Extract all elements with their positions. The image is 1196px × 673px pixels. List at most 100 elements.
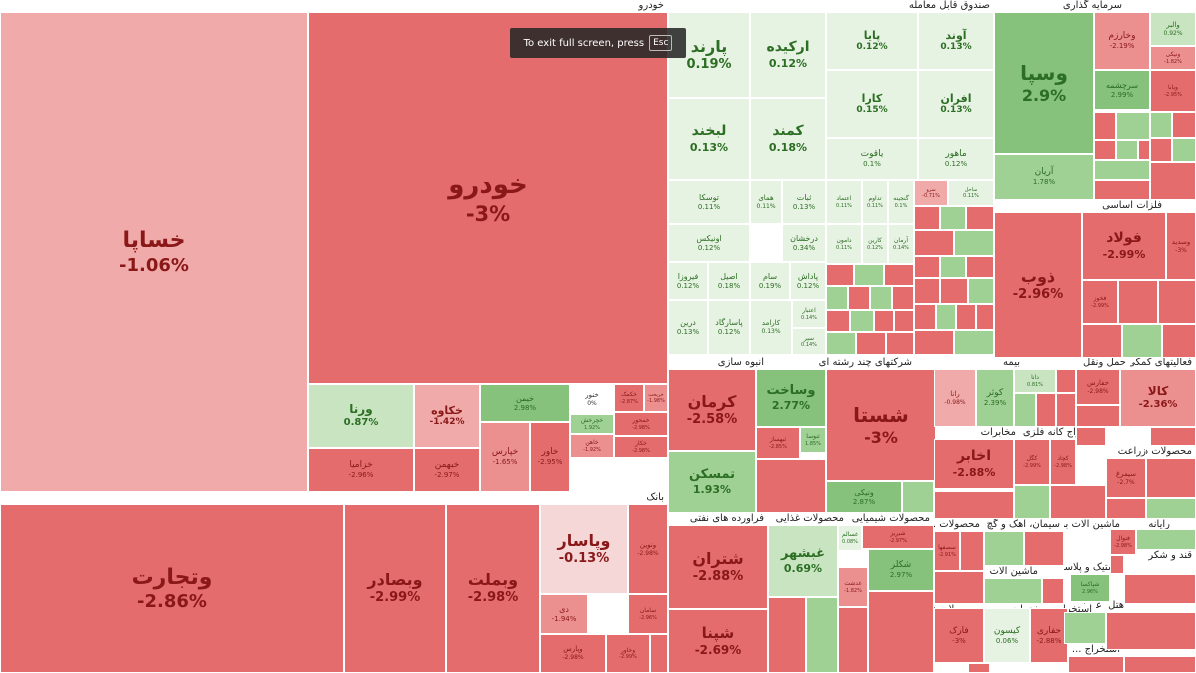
stock-tile[interactable]: وتجارت -2.86% (0, 504, 344, 673)
stock-tile[interactable]: خریخت -1.98% (644, 384, 668, 412)
stock-tile[interactable]: شپنا -2.69% (668, 609, 768, 673)
stock-tile[interactable]: ونیکی -1.82% (1150, 46, 1196, 70)
stock-tile[interactable] (892, 286, 914, 310)
stock-tile[interactable] (870, 286, 892, 310)
stock-tile[interactable] (968, 663, 990, 673)
stock-tile[interactable] (954, 230, 994, 256)
stock-tile[interactable] (1122, 324, 1162, 358)
stock-tile[interactable] (968, 278, 994, 304)
stock-tile[interactable]: سامان -2.96% (628, 594, 668, 634)
stock-tile[interactable] (1076, 427, 1106, 446)
stock-tile[interactable]: سیمرغ -2.7% (1106, 458, 1146, 498)
stock-tile[interactable]: خپارس -1.65% (480, 422, 530, 492)
stock-tile[interactable]: غدشت -1.82% (838, 567, 868, 607)
stock-tile[interactable]: خنور 0% (570, 384, 614, 414)
stock-tile[interactable]: تداوم 0.11% (862, 180, 888, 224)
stock-tile[interactable]: خکاوه -1.42% (414, 384, 480, 448)
stock-tile[interactable]: سام 0.19% (750, 262, 790, 300)
stock-tile[interactable]: کارامد 0.13% (750, 300, 792, 355)
stock-tile[interactable] (1150, 162, 1196, 200)
stock-tile[interactable] (856, 332, 886, 355)
stock-tile[interactable] (914, 304, 936, 330)
stock-tile[interactable]: خزامیا -2.96% (308, 448, 414, 492)
stock-tile[interactable] (954, 330, 994, 355)
stock-tile[interactable]: درخشان 0.34% (782, 224, 826, 262)
stock-tile[interactable] (1124, 574, 1196, 604)
stock-tile[interactable]: دامون 0.11% (826, 224, 862, 264)
stock-tile[interactable] (826, 310, 850, 332)
stock-tile[interactable] (826, 332, 856, 355)
stock-tile[interactable]: ویابا -2.95% (1150, 70, 1196, 112)
stock-tile[interactable]: اعتبار 0.14% (792, 300, 826, 328)
stock-tile[interactable] (806, 597, 838, 673)
stock-tile[interactable]: شپاکسا 2.96% (1070, 574, 1110, 602)
stock-tile[interactable]: ماهور 0.12% (918, 138, 994, 180)
stock-tile[interactable] (1118, 280, 1158, 324)
stock-tile[interactable]: خودرو -3% (308, 12, 668, 384)
stock-tile[interactable] (838, 607, 868, 673)
stock-tile[interactable]: سپر 0.14% (792, 328, 826, 355)
stock-tile[interactable] (1162, 324, 1196, 358)
stock-tile[interactable]: خبهمن -2.97% (414, 448, 480, 492)
stock-tile[interactable] (956, 304, 976, 330)
stock-tile[interactable] (914, 278, 940, 304)
stock-tile[interactable]: ونیکی 2.87% (826, 481, 902, 513)
stock-tile[interactable]: کگل -2.99% (1014, 439, 1050, 485)
stock-tile[interactable]: غسالم 0.08% (838, 525, 862, 551)
stock-tile[interactable] (1036, 393, 1056, 427)
stock-tile[interactable] (1076, 405, 1120, 427)
stock-tile[interactable] (1146, 458, 1196, 498)
stock-tile[interactable] (1116, 140, 1138, 160)
stock-tile[interactable] (984, 578, 1042, 604)
stock-tile[interactable]: حفاری -2.88% (1030, 608, 1068, 663)
stock-tile[interactable]: وسپا 2.9% (994, 12, 1094, 154)
stock-tile[interactable]: خچرخش 1.92% (570, 414, 614, 434)
stock-tile[interactable]: افران 0.13% (918, 70, 994, 138)
stock-tile[interactable]: یاقوت 0.1% (826, 138, 918, 180)
stock-tile[interactable] (768, 597, 806, 673)
stock-tile[interactable]: شکلر 2.97% (868, 549, 934, 591)
stock-tile[interactable] (1106, 612, 1196, 650)
stock-tile[interactable] (1094, 140, 1116, 160)
stock-tile[interactable] (1024, 531, 1064, 566)
stock-tile[interactable] (1124, 656, 1196, 673)
stock-tile[interactable] (976, 304, 994, 330)
stock-tile[interactable] (1094, 180, 1150, 200)
stock-tile[interactable] (894, 310, 914, 332)
stock-tile[interactable]: وپاسار -0.13% (540, 504, 628, 594)
stock-tile[interactable]: کرمان -2.58% (668, 369, 756, 451)
stock-tile[interactable] (1056, 393, 1076, 427)
stock-tile[interactable] (1172, 138, 1196, 162)
stock-tile[interactable] (1138, 140, 1150, 160)
stock-tile[interactable]: دانا 0.81% (1014, 369, 1056, 393)
stock-tile[interactable]: ثبات 0.13% (782, 180, 826, 224)
stock-tile[interactable]: کچاد -2.98% (1050, 439, 1076, 485)
stock-tile[interactable] (1158, 280, 1196, 324)
stock-tile[interactable] (1106, 498, 1146, 519)
stock-tile[interactable]: وپارس -2.98% (540, 634, 606, 673)
stock-tile[interactable]: اصیل 0.18% (708, 262, 750, 300)
stock-tile[interactable]: سرو -0.71% (914, 180, 948, 206)
stock-tile[interactable]: کمند 0.18% (750, 98, 826, 180)
stock-tile[interactable]: وساخت 2.77% (756, 369, 826, 427)
stock-tile[interactable]: شتران -2.88% (668, 525, 768, 609)
stock-tile[interactable] (914, 230, 954, 256)
stock-tile[interactable] (984, 531, 1024, 566)
stock-tile[interactable]: دی -1.94% (540, 594, 588, 634)
stock-tile[interactable] (936, 304, 956, 330)
stock-tile[interactable]: غبشهر 0.69% (768, 525, 838, 597)
stock-tile[interactable] (1150, 112, 1172, 138)
stock-tile[interactable]: کالا -2.36% (1120, 369, 1196, 427)
stock-tile[interactable] (966, 206, 994, 230)
stock-tile[interactable] (914, 330, 954, 355)
stock-tile[interactable]: فارک -3% (934, 608, 984, 663)
stock-tile[interactable] (914, 256, 940, 278)
stock-tile[interactable]: تمسکن 1.93% (668, 451, 756, 513)
stock-tile[interactable] (940, 206, 966, 230)
stock-tile[interactable] (1172, 112, 1196, 138)
stock-tile[interactable]: فیروزا 0.12% (668, 262, 708, 300)
stock-tile[interactable]: سرچشمه 2.99% (1094, 70, 1150, 110)
stock-tile[interactable]: شستا -3% (826, 369, 936, 481)
stock-tile[interactable] (1116, 112, 1150, 140)
stock-tile[interactable]: شبریز -2.97% (862, 525, 934, 549)
